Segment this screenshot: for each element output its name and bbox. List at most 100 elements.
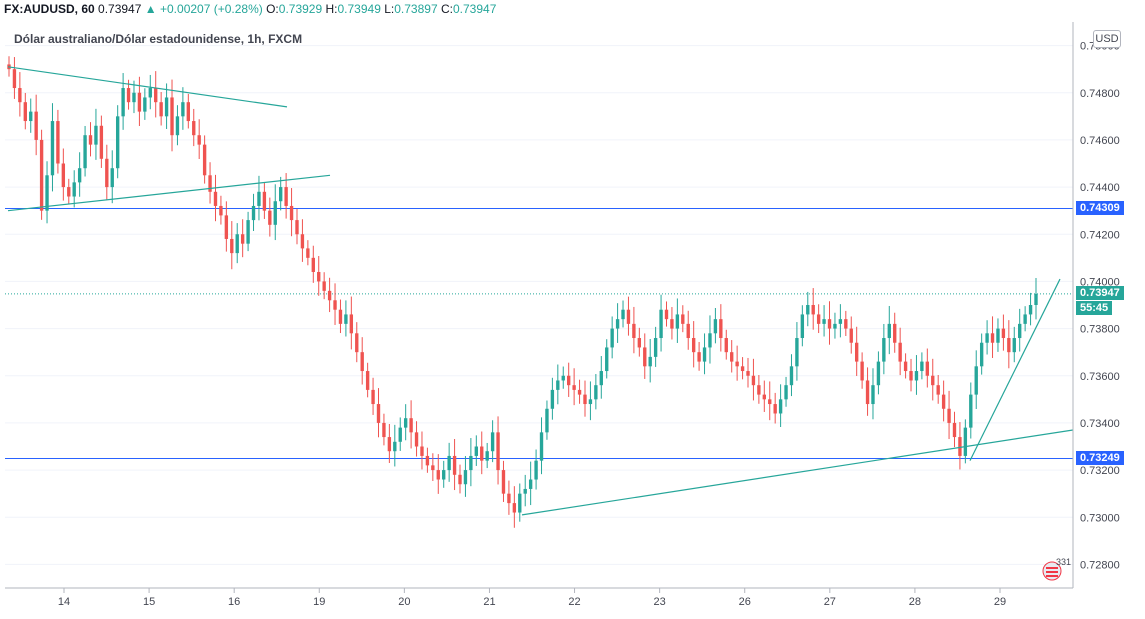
candle-body bbox=[349, 314, 354, 334]
candle-body bbox=[588, 399, 593, 405]
candle-body bbox=[105, 158, 109, 188]
trendline-lower-channel[interactable] bbox=[7, 174, 331, 212]
candle-body bbox=[702, 347, 707, 362]
candle-body bbox=[202, 144, 207, 176]
candle-body bbox=[952, 422, 957, 438]
candle-body bbox=[903, 361, 908, 372]
current-price-label: 0.73947 bbox=[1076, 285, 1124, 300]
candle-body bbox=[311, 257, 315, 272]
candle-body bbox=[300, 234, 305, 249]
candle-body bbox=[496, 432, 500, 471]
candle-body bbox=[365, 371, 370, 390]
candle-body bbox=[887, 323, 891, 339]
candle-body bbox=[648, 356, 652, 367]
candle-body bbox=[425, 455, 430, 466]
last-price: 0.73947 bbox=[98, 2, 142, 16]
candle-body bbox=[420, 446, 424, 456]
candle-body bbox=[344, 314, 348, 324]
price-axis[interactable]: 0.72800 0.73000 0.73200 0.73400 0.73600 0.738… bbox=[1072, 22, 1120, 588]
trendline-upper-channel[interactable] bbox=[7, 66, 288, 108]
candle-body bbox=[45, 175, 49, 211]
time-tick-label: 21 bbox=[483, 596, 495, 608]
time-axis[interactable]: 14 15 16 19 20 21 22 23 26 27 28 29 bbox=[5, 587, 1073, 608]
candle-body bbox=[1012, 338, 1016, 353]
candle-body bbox=[653, 338, 658, 357]
candle-body bbox=[447, 455, 451, 471]
candle-body bbox=[572, 385, 576, 390]
chart-grid bbox=[5, 45, 1073, 565]
candle-body bbox=[154, 88, 158, 103]
candle-body bbox=[936, 385, 940, 395]
candle-body bbox=[56, 121, 60, 164]
candle-body bbox=[893, 323, 897, 343]
candle-body bbox=[778, 399, 783, 414]
candle-body bbox=[224, 215, 229, 239]
candle-body bbox=[789, 366, 794, 386]
candle-body bbox=[240, 234, 245, 244]
candle-body bbox=[148, 88, 152, 98]
candle-body bbox=[882, 338, 886, 362]
candle-body bbox=[969, 394, 973, 428]
candle-body bbox=[735, 361, 739, 367]
candle-body bbox=[833, 323, 837, 329]
price-tick-label: 0.73600 bbox=[1080, 371, 1120, 383]
candle-body bbox=[322, 281, 326, 291]
candle-body bbox=[186, 102, 191, 122]
candle-body bbox=[284, 187, 288, 206]
candle-body bbox=[626, 309, 631, 324]
candle-body bbox=[523, 488, 527, 494]
candle-body bbox=[681, 314, 685, 324]
candle-body bbox=[463, 470, 468, 485]
candle-body bbox=[990, 333, 995, 343]
candle-body bbox=[333, 300, 337, 310]
currency-button[interactable]: USD bbox=[1093, 30, 1121, 48]
candle-body bbox=[219, 205, 223, 216]
candle-body bbox=[1023, 314, 1027, 324]
candle-body bbox=[246, 220, 250, 244]
candle-body bbox=[914, 371, 919, 381]
candle-body bbox=[230, 238, 234, 254]
candle-body bbox=[317, 271, 321, 282]
price-tick-label: 0.73800 bbox=[1080, 324, 1120, 336]
price-tick-label: 0.74400 bbox=[1080, 182, 1120, 194]
candle-body bbox=[262, 191, 267, 211]
trendline-rising[interactable] bbox=[969, 278, 1061, 461]
time-tick-label: 27 bbox=[824, 596, 836, 608]
time-tick-label: 16 bbox=[228, 596, 240, 608]
candle-body bbox=[664, 309, 669, 320]
candle-body bbox=[724, 338, 728, 353]
price-tick-label: 0.73400 bbox=[1080, 418, 1120, 430]
events-badge[interactable]: 331 bbox=[1040, 557, 1071, 581]
candle-body bbox=[860, 361, 864, 381]
candle-body bbox=[208, 175, 212, 192]
candle-body bbox=[670, 319, 674, 329]
candle-body bbox=[436, 470, 440, 480]
candle-body bbox=[795, 338, 799, 367]
candle-body bbox=[876, 361, 881, 386]
candle-body bbox=[115, 116, 120, 169]
candle-body bbox=[827, 319, 832, 329]
candle-body bbox=[979, 342, 984, 367]
candle-body bbox=[539, 432, 544, 461]
candle-body bbox=[83, 135, 87, 169]
candle-body bbox=[327, 290, 332, 301]
candle-body bbox=[958, 437, 962, 456]
candle-body bbox=[490, 432, 495, 452]
chart-subtitle: Dólar australiano/Dólar estadounidense, … bbox=[14, 32, 303, 46]
candle-body bbox=[800, 314, 805, 339]
symbol-label[interactable]: FX:AUDUSD, 60 bbox=[4, 2, 95, 16]
time-tick-label: 28 bbox=[909, 596, 921, 608]
candle-body bbox=[306, 248, 310, 258]
trendline-support[interactable] bbox=[521, 429, 1074, 516]
trendlines[interactable] bbox=[7, 66, 1074, 516]
candle-body bbox=[175, 116, 180, 136]
candle-body bbox=[137, 92, 142, 112]
candle-body bbox=[23, 102, 27, 122]
candle-body bbox=[77, 168, 82, 183]
symbol-header: FX:AUDUSD, 60 0.73947 ▲ +0.00207 (+0.28%… bbox=[4, 2, 496, 16]
price-tick-label: 0.73000 bbox=[1080, 512, 1120, 524]
candle-body bbox=[18, 88, 22, 103]
candle-body bbox=[811, 305, 815, 315]
candle-body bbox=[920, 361, 924, 372]
